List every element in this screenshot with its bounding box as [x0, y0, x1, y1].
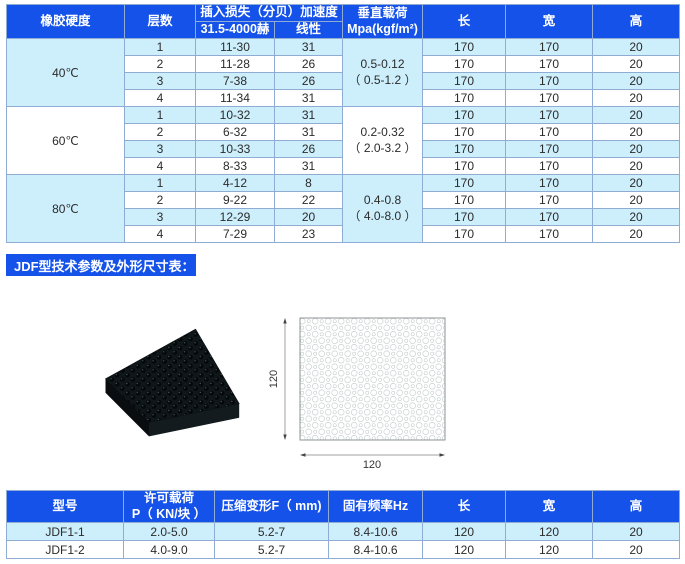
svg-text:120: 120 — [268, 370, 280, 388]
svg-text:120: 120 — [363, 459, 381, 470]
